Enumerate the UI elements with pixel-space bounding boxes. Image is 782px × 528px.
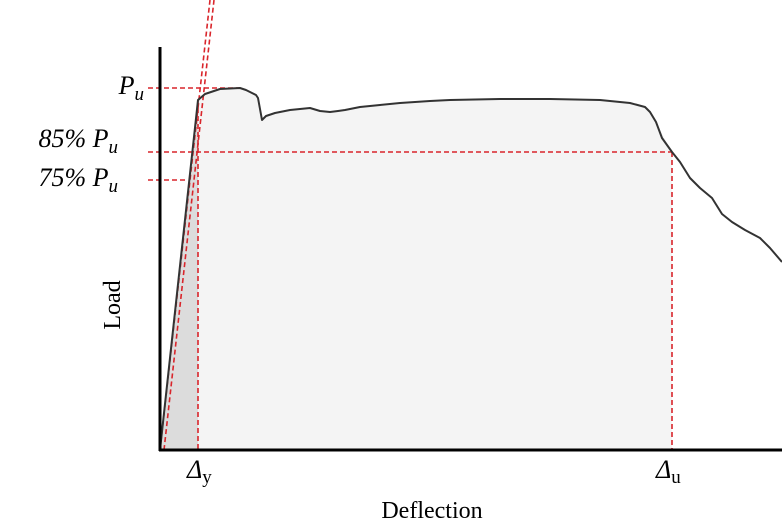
p75-label: 75% Pu bbox=[38, 163, 118, 197]
p85-label: 85% Pu bbox=[38, 124, 118, 158]
secant-line-b bbox=[163, 0, 215, 451]
y-axis-label: Load bbox=[100, 280, 126, 329]
x-axis-label: Deflection bbox=[381, 498, 482, 524]
delta-u-label: Δu bbox=[655, 455, 681, 488]
energy-area-shade bbox=[160, 88, 672, 450]
pu-label: Pu bbox=[118, 71, 144, 105]
load-deflection-curve bbox=[159, 87, 782, 451]
axes bbox=[158, 47, 782, 452]
delta-y-label: Δy bbox=[186, 455, 212, 488]
